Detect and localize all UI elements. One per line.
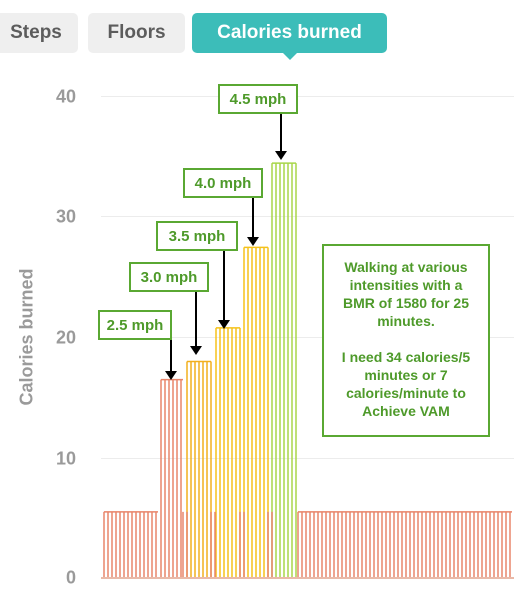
tab-bar: Steps Floors Calories burned (0, 0, 514, 62)
bar-group-5 (271, 162, 297, 578)
y-tick-0: 0 (65, 567, 76, 588)
bar-group-0 (103, 511, 158, 578)
bar-gap-stripes (182, 511, 273, 578)
y-tick-20: 20 (55, 327, 76, 348)
arrow-2-5 (165, 340, 177, 380)
grid-line-40 (101, 96, 514, 97)
arrow-3-5 (218, 251, 230, 329)
annotation-note: Walking at various intensities with a BM… (322, 244, 490, 437)
grid-line-20 (101, 337, 514, 338)
speed-label-4-0: 4.0 mph (183, 168, 263, 198)
arrow-3-0 (190, 292, 202, 355)
bar-group-3 (215, 327, 241, 578)
bar-group-1 (160, 378, 183, 578)
arrow-4-5 (275, 114, 287, 160)
note-text-2: I need 34 calories/5 minutes or 7 calori… (341, 349, 471, 419)
grid-line-10 (101, 458, 514, 459)
active-tab-pointer (282, 52, 298, 60)
tab-steps[interactable]: Steps (0, 13, 78, 53)
note-text-1: Walking at various intensities with a BM… (342, 259, 470, 329)
grid-line-30 (101, 216, 514, 217)
bar-group-6 (297, 511, 512, 578)
speed-label-3-0: 3.0 mph (129, 262, 209, 292)
speed-label-2-5: 2.5 mph (98, 310, 172, 340)
speed-label-3-5: 3.5 mph (156, 221, 238, 251)
speed-label-4-5: 4.5 mph (218, 84, 298, 114)
y-tick-40: 40 (55, 86, 76, 107)
tab-floors[interactable]: Floors (88, 13, 185, 53)
tab-calories-burned[interactable]: Calories burned (192, 13, 387, 53)
arrow-4-0 (247, 198, 259, 246)
y-tick-10: 10 (55, 448, 76, 469)
y-tick-30: 30 (55, 206, 76, 227)
bar-group-4 (243, 246, 269, 578)
bar-group-2 (186, 360, 212, 578)
x-axis-baseline (101, 577, 514, 579)
